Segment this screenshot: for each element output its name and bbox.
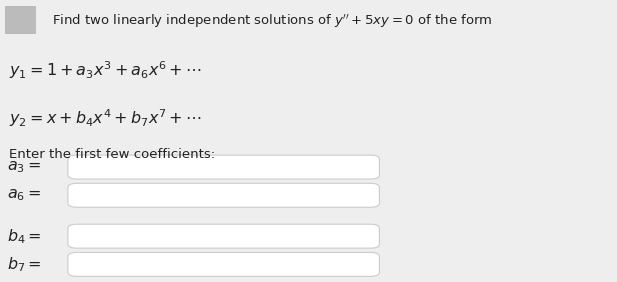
Text: $a_6 =$: $a_6 =$ [7,188,42,203]
FancyBboxPatch shape [68,224,379,248]
Text: $b_4 =$: $b_4 =$ [7,227,42,246]
FancyBboxPatch shape [5,6,36,34]
FancyBboxPatch shape [68,252,379,276]
Text: Find two linearly independent solutions of $y'' + 5xy = 0$ of the form: Find two linearly independent solutions … [52,13,493,30]
FancyBboxPatch shape [68,183,379,207]
Text: $y_1 = 1 + a_3x^3 + a_6x^6 + \cdots$: $y_1 = 1 + a_3x^3 + a_6x^6 + \cdots$ [9,59,202,81]
Text: $y_2 = x + b_4x^4 + b_7x^7 + \cdots$: $y_2 = x + b_4x^4 + b_7x^7 + \cdots$ [9,107,202,129]
Text: $a_3 =$: $a_3 =$ [7,159,42,175]
Text: $b_7 =$: $b_7 =$ [7,255,42,274]
Text: Enter the first few coefficients:: Enter the first few coefficients: [9,148,215,161]
FancyBboxPatch shape [68,155,379,179]
